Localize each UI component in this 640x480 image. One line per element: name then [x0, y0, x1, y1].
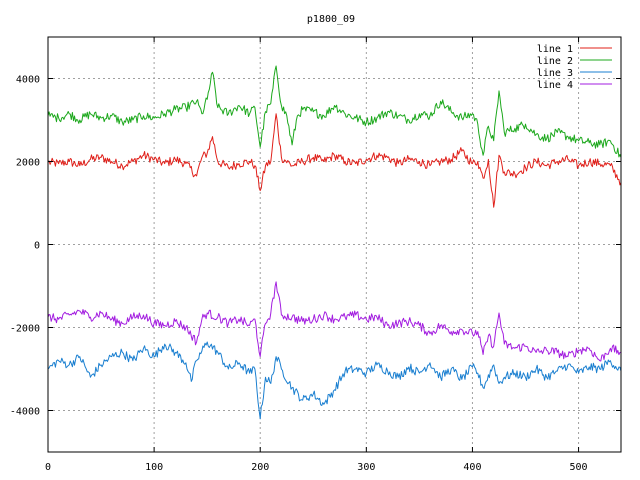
- legend-label: line 4: [537, 80, 573, 91]
- x-tick-label: 200: [251, 462, 269, 473]
- series-line-1: [47, 113, 622, 208]
- grid: [48, 37, 621, 452]
- series-line-3: [47, 341, 622, 420]
- x-tick-label: 500: [570, 462, 588, 473]
- x-tick-label: 400: [463, 462, 481, 473]
- x-tick-label: 300: [357, 462, 375, 473]
- x-tick-label: 100: [145, 462, 163, 473]
- y-tick-label: -2000: [10, 324, 40, 335]
- series-line-4: [47, 281, 622, 362]
- legend-label: line 2: [537, 56, 573, 67]
- y-tick-label: -4000: [10, 407, 40, 418]
- legend-label: line 1: [537, 44, 573, 55]
- y-tick-label: 4000: [16, 75, 40, 86]
- axes: 0 100 200 300 400 500 -4000 -2000 0 2000 4000: [10, 37, 621, 473]
- plot-area: [47, 65, 622, 420]
- chart-title: p1800_09: [307, 14, 355, 25]
- series-line-2: [47, 65, 622, 158]
- legend-label: line 3: [537, 68, 573, 79]
- x-tick-label: 0: [45, 462, 51, 473]
- y-tick-label: 0: [34, 241, 40, 252]
- y-tick-label: 2000: [16, 158, 40, 169]
